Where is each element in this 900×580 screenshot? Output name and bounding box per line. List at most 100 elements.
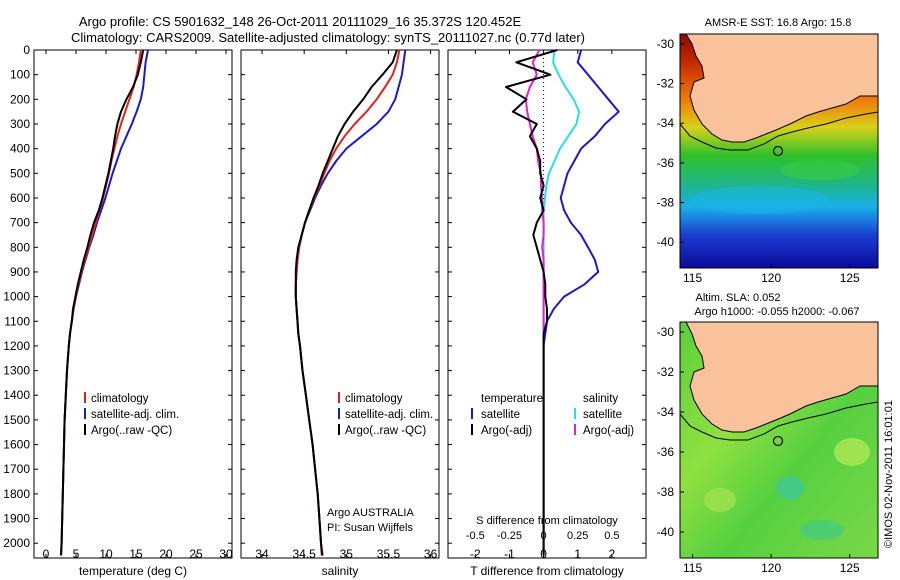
- t-argo-diff-line: [505, 49, 558, 556]
- sst-patch: [780, 160, 860, 180]
- sla-map-frame: [679, 321, 879, 559]
- temperature-series-line: [60, 49, 145, 556]
- depth-tick-label: 1700: [3, 462, 30, 476]
- x-tick-label: 15: [129, 547, 143, 561]
- salinity-series-line: [294, 49, 401, 556]
- legend-label: Argo(-adj): [583, 425, 634, 437]
- depth-tick-label: 1000: [3, 290, 30, 304]
- float-position-marker: [772, 145, 784, 157]
- depth-tick-label: 800: [10, 240, 30, 254]
- legend-header-temperature: temperature: [481, 393, 543, 405]
- legend-label: climatology: [91, 393, 149, 405]
- temperature-xlabel: temperature (deg C): [79, 564, 187, 578]
- legend-swatch-argo: [338, 424, 340, 435]
- figure-title-line2: Climatology: CARS2009. Satellite-adjuste…: [71, 30, 585, 45]
- difference-legend: temperature salinity satellite Argo(-adj…: [471, 393, 634, 437]
- x-tick-label: 35: [340, 547, 354, 561]
- depth-tick-label: 400: [10, 142, 30, 156]
- lat-tick-label: -36: [657, 445, 675, 459]
- x-tick-label: 0: [43, 547, 50, 561]
- x-tick-label: 5: [73, 547, 80, 561]
- sla-map-title2: Argo h1000: -0.055 h2000: -0.067: [694, 306, 859, 318]
- x-tick-label: 36: [424, 547, 438, 561]
- difference-xlabel: T difference from climatology: [470, 564, 624, 578]
- x-tick-label: 34.5: [293, 547, 317, 561]
- legend-label: satellite: [481, 409, 520, 421]
- argo-program-note: Argo AUSTRALIA: [327, 507, 414, 519]
- legend-label: Argo(..raw -QC): [345, 425, 426, 437]
- lon-tick-label: 120: [761, 561, 781, 575]
- isobath-contour: [679, 111, 879, 151]
- s-tick-label: 0.25: [567, 530, 588, 542]
- float-position-marker: [772, 435, 784, 447]
- salinity-xlabel: salinity: [322, 564, 359, 578]
- australia-landmass: [680, 33, 879, 143]
- legend-label: climatology: [345, 393, 403, 405]
- lat-tick-label: -40: [657, 525, 675, 539]
- depth-tick-label: 1900: [3, 512, 30, 526]
- temperature-legend: climatology satellite-adj. clim. Argo(..…: [84, 392, 179, 437]
- sla-map-axes: -30 -32 -34 -36 -38 -40 115 120 125: [657, 325, 860, 575]
- legend-swatch-s-argo: [574, 424, 576, 435]
- x-tick-label: 20: [159, 547, 173, 561]
- figure-title-line1: Argo profile: CS 5901632_148 26-Oct-2011…: [79, 14, 522, 29]
- x-tick-label: 25: [189, 547, 203, 561]
- lat-tick-label: -32: [657, 365, 675, 379]
- imos-watermark: ©IMOS 02-Nov-2011 16:01:01: [883, 400, 895, 548]
- sst-map-title: AMSR-E SST: 16.8 Argo: 15.8: [705, 17, 852, 29]
- x-tick-label: 1: [574, 547, 581, 561]
- lon-tick-label: 125: [840, 561, 860, 575]
- x-tick-label: 10: [99, 547, 113, 561]
- legend-swatch-satellite: [338, 408, 340, 419]
- x-tick-label: 35.5: [377, 547, 401, 561]
- legend-label: satellite-adj. clim.: [91, 409, 179, 421]
- salinity-legend: climatology satellite-adj. clim. Argo(..…: [327, 392, 433, 534]
- depth-tick-label: 600: [10, 191, 30, 205]
- sst-cool-band: [690, 186, 830, 214]
- temperature-series-line: [60, 49, 142, 556]
- temperature-plot: 0 5 10 15 20 25 30: [43, 49, 233, 561]
- salinity-plot: 34 34.5 35 35.5 36: [255, 49, 438, 561]
- pi-name-note: PI: Susan Wijffels: [327, 522, 413, 534]
- legend-swatch-s-satellite: [574, 408, 576, 419]
- depth-tick-label: 1100: [4, 314, 30, 328]
- sla-eddy: [834, 438, 870, 466]
- s-tick-label: -0.25: [497, 530, 522, 542]
- lat-tick-label: -36: [657, 156, 675, 170]
- legend-swatch-argo: [84, 424, 86, 435]
- legend-swatch-t-argo: [471, 424, 473, 435]
- legend-swatch-t-satellite: [471, 408, 473, 419]
- lon-tick-label: 115: [683, 561, 702, 575]
- sla-map-title1: Altim. SLA: 0.052: [696, 292, 781, 304]
- salinity-series-line: [294, 49, 407, 556]
- sst-map: [679, 33, 879, 269]
- depth-tick-label: 200: [10, 92, 30, 106]
- lon-tick-label: 125: [840, 271, 860, 285]
- legend-swatch-climatology: [338, 392, 340, 403]
- depth-tick-label: 1600: [3, 438, 30, 452]
- x-tick-label: -2: [470, 547, 481, 561]
- temperature-plot-frame: [33, 49, 233, 559]
- legend-label: Argo(..raw -QC): [91, 425, 172, 437]
- lat-tick-label: -34: [657, 405, 675, 419]
- isobath-contour: [679, 401, 879, 441]
- s-difference-label: S difference from climatology: [476, 515, 618, 527]
- depth-tick-label: 1300: [3, 364, 30, 378]
- depth-tick-label: 1500: [3, 413, 30, 427]
- salinity-series-line: [294, 49, 398, 556]
- salinity-plot-frame: [240, 49, 440, 559]
- depth-tick-label: 1200: [3, 339, 30, 353]
- depth-tick-label: 300: [10, 117, 30, 131]
- depth-tick-label: 0: [23, 43, 30, 57]
- lon-tick-label: 120: [761, 271, 781, 285]
- lat-tick-label: -38: [657, 196, 675, 210]
- australia-landmass: [680, 321, 879, 433]
- depth-tick-label: 1400: [3, 388, 30, 402]
- depth-tick-label: 2000: [3, 536, 30, 550]
- lat-tick-label: -30: [657, 37, 675, 51]
- sla-eddy: [704, 488, 736, 512]
- legend-swatch-satellite: [84, 408, 86, 419]
- depth-tick-label: 500: [10, 166, 30, 180]
- x-tick-label: 34: [255, 547, 269, 561]
